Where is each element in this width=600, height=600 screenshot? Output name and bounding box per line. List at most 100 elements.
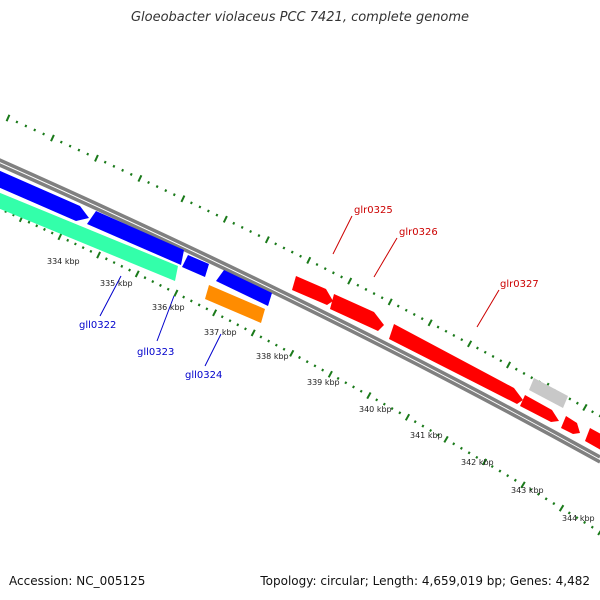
minor-tick — [151, 280, 155, 284]
minor-tick — [35, 224, 39, 228]
gene-orange[interactable] — [205, 285, 265, 323]
major-tick — [222, 215, 228, 223]
gene-forward-5[interactable] — [561, 416, 580, 434]
minor-tick — [506, 474, 510, 478]
leader-glr0327 — [476, 289, 500, 328]
minor-tick — [89, 249, 93, 253]
major-tick — [366, 392, 372, 400]
minor-tick — [498, 469, 502, 473]
leader-glr0325 — [332, 215, 353, 255]
gene-glr0326[interactable] — [330, 294, 384, 331]
major-tick — [387, 298, 393, 306]
leader-glr0326 — [373, 237, 398, 278]
leader-gll0324 — [204, 333, 222, 367]
minor-tick — [475, 455, 479, 459]
minor-tick — [356, 283, 360, 287]
minor-tick — [483, 350, 487, 354]
minor-tick — [372, 292, 376, 296]
minor-tick — [305, 360, 309, 364]
gene-forward-4[interactable] — [520, 395, 559, 422]
minor-tick — [68, 144, 72, 148]
minor-tick — [412, 312, 416, 316]
major-tick — [264, 236, 270, 244]
minor-tick — [66, 238, 70, 242]
major-tick — [94, 154, 99, 162]
gene-glr0327[interactable] — [389, 324, 523, 404]
minor-tick — [375, 398, 379, 402]
minor-tick — [15, 120, 19, 124]
minor-tick — [205, 307, 209, 311]
kbp-label: 336 kbp — [152, 303, 185, 312]
gene-gll0324[interactable] — [216, 270, 272, 306]
label-gll0324: gll0324 — [185, 370, 222, 381]
major-tick — [96, 251, 102, 259]
minor-tick — [257, 234, 261, 238]
minor-tick — [359, 389, 363, 393]
gene-glr0325[interactable] — [292, 276, 333, 305]
minor-tick — [112, 261, 116, 265]
minor-tick — [459, 446, 463, 450]
minor-tick — [112, 164, 116, 168]
minor-tick — [299, 254, 302, 258]
inner-tick-ring — [4, 209, 600, 536]
minor-tick — [206, 209, 210, 213]
major-tick — [467, 340, 473, 348]
minor-tick — [452, 333, 456, 337]
minor-tick — [24, 124, 28, 128]
gene-reverse-1[interactable] — [0, 170, 89, 221]
major-tick — [558, 504, 565, 512]
major-tick — [50, 134, 55, 142]
minor-tick — [420, 317, 424, 321]
minor-tick — [240, 225, 244, 229]
minor-tick — [147, 180, 150, 185]
minor-tick — [352, 385, 355, 389]
minor-tick — [143, 276, 147, 280]
minor-tick — [81, 246, 85, 250]
major-tick — [173, 289, 179, 297]
minor-tick — [544, 497, 548, 501]
major-tick — [327, 370, 333, 378]
major-tick — [5, 114, 11, 122]
minor-tick — [552, 501, 556, 506]
minor-tick — [121, 168, 125, 172]
minor-tick — [336, 376, 340, 380]
minor-tick — [103, 160, 107, 164]
kbp-label: 343 kbp — [511, 486, 544, 495]
major-tick — [250, 329, 256, 337]
minor-tick — [321, 368, 325, 372]
minor-tick — [444, 329, 448, 333]
minor-tick — [575, 516, 579, 520]
minor-tick — [104, 257, 108, 261]
gene-forward-6[interactable] — [585, 428, 600, 450]
minor-tick — [382, 402, 386, 406]
kbp-label: 341 kbp — [410, 431, 443, 440]
minor-tick — [436, 325, 440, 329]
minor-tick — [429, 428, 433, 433]
gene-rna[interactable] — [0, 192, 178, 281]
minor-tick — [460, 338, 464, 342]
minor-tick — [267, 339, 271, 343]
leader-gll0323 — [156, 295, 175, 342]
minor-tick — [513, 478, 517, 482]
label-leaders — [99, 215, 500, 367]
major-tick — [520, 481, 526, 489]
minor-tick — [244, 327, 247, 331]
major-tick — [180, 195, 186, 203]
minor-tick — [290, 250, 294, 254]
minor-tick — [398, 411, 402, 415]
minor-tick — [189, 299, 193, 303]
minor-tick — [232, 221, 236, 225]
minor-tick — [42, 132, 46, 136]
kbp-label: 334 kbp — [47, 257, 80, 266]
minor-tick — [436, 433, 440, 437]
minor-tick — [274, 343, 278, 347]
label-glr0325: glr0325 — [354, 205, 393, 216]
minor-tick — [182, 295, 186, 299]
minor-tick — [476, 346, 479, 350]
minor-tick — [490, 464, 494, 469]
minor-tick — [396, 304, 400, 308]
gene-gll0323[interactable] — [182, 255, 209, 277]
gene-gray[interactable] — [529, 378, 568, 408]
gene-gll0322[interactable] — [87, 211, 184, 265]
